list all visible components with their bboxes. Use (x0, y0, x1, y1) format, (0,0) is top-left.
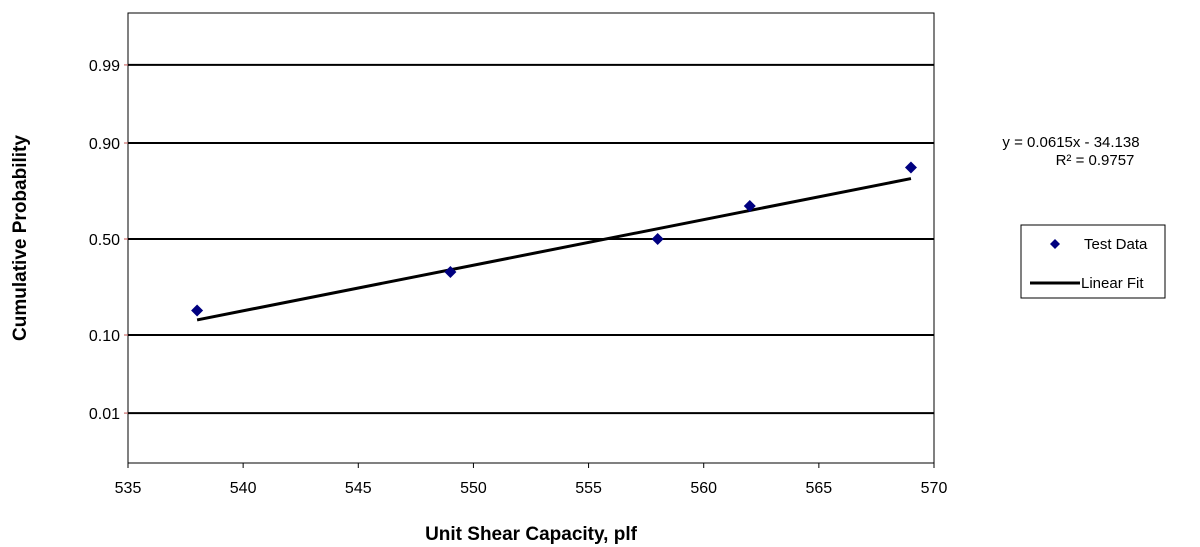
plot-area-frame (127, 12, 935, 464)
x-axis-ticks: 535 540 545 550 555 560 565 570 (115, 463, 948, 497)
y-tick-label: 0.99 (89, 58, 120, 75)
x-tick-label: 555 (575, 480, 602, 497)
linear-fit-line (196, 177, 912, 322)
data-point (191, 304, 204, 317)
y-tick-label: 0.01 (89, 406, 120, 423)
trendline-r-squared: R² = 0.9757 (1056, 152, 1135, 169)
legend: Test Data Linear Fit (1020, 224, 1166, 299)
y-tick-label: 0.10 (89, 328, 120, 345)
legend-label-test-data: Test Data (1084, 236, 1148, 253)
y-axis-title: Cumulative Probability (10, 135, 31, 341)
x-tick-label: 540 (230, 480, 257, 497)
x-tick-label: 550 (460, 480, 487, 497)
y-axis-ticks: 0.01 0.10 0.50 0.90 0.99 (89, 58, 128, 423)
data-point (651, 233, 664, 245)
x-tick-label: 535 (115, 480, 142, 497)
legend-box (1020, 224, 1166, 299)
trendline-equation: y = 0.0615x - 34.138 (1002, 134, 1139, 151)
legend-label-linear-fit: Linear Fit (1081, 275, 1144, 292)
x-tick-label: 560 (690, 480, 717, 497)
data-point (904, 161, 917, 174)
x-tick-label: 570 (921, 480, 948, 497)
x-tick-label: 565 (806, 480, 833, 497)
data-point (743, 200, 756, 213)
data-point (444, 265, 457, 278)
y-tick-label: 0.90 (89, 136, 120, 153)
legend-marker-test-data (1050, 239, 1060, 249)
grid-lines (128, 63, 934, 415)
series (191, 161, 917, 322)
y-tick-label: 0.50 (89, 232, 120, 249)
x-tick-label: 545 (345, 480, 372, 497)
x-axis-title: Unit Shear Capacity, plf (425, 524, 638, 545)
